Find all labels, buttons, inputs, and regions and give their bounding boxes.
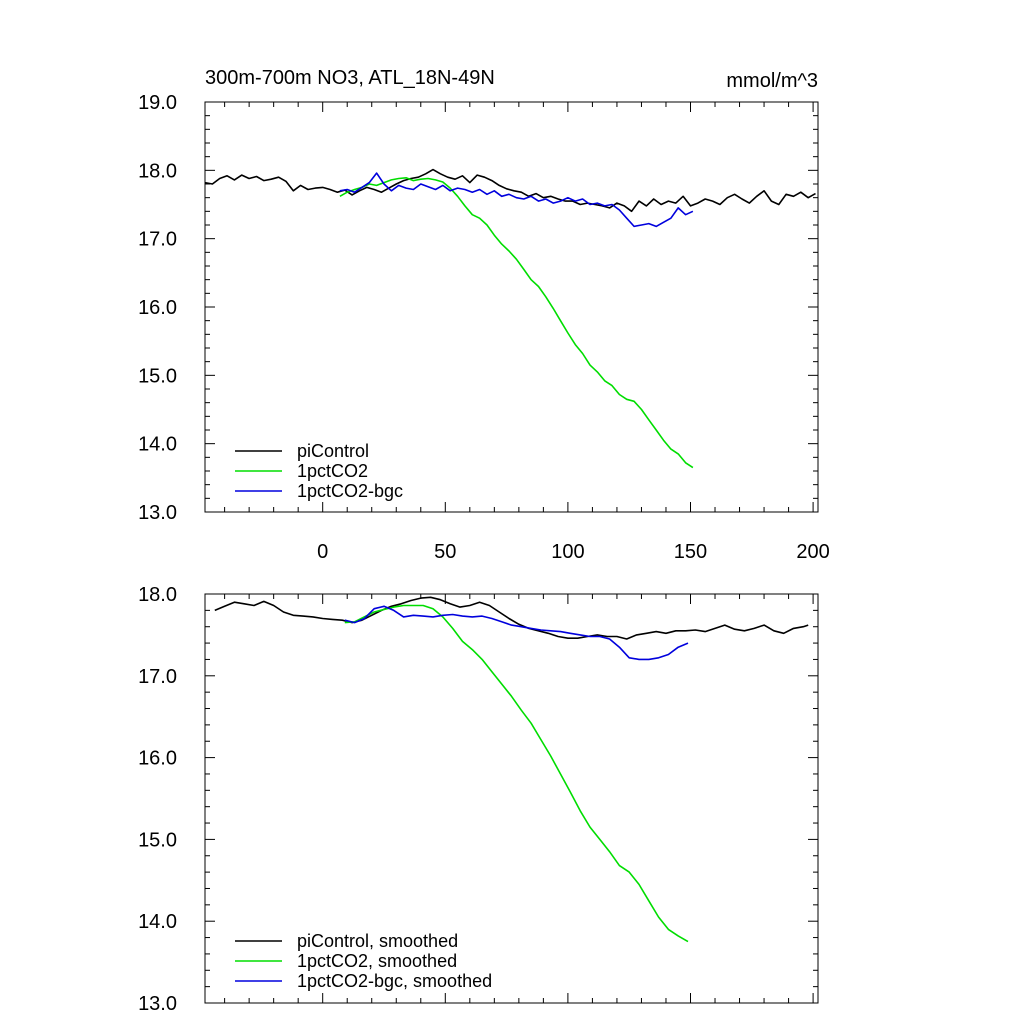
legend-label: 1pctCO2 — [297, 461, 368, 481]
series-line-1pctco2 — [339, 177, 694, 469]
tick-labels: 13.0 14.0 15.0 16.0 17.0 18.0 — [138, 584, 177, 1015]
y-tick-label: 19.0 — [138, 92, 177, 114]
x-tick-label: 50 — [434, 541, 456, 563]
top-panel: 300m-700m NO3, ATL_18N-49N mmol/m^3 piCo… — [138, 67, 830, 563]
series-line-picontrol — [204, 168, 816, 213]
y-tick-label: 17.0 — [138, 229, 177, 251]
units-label: mmol/m^3 — [726, 70, 818, 92]
series-layer — [214, 596, 809, 943]
y-tick-label: 17.0 — [138, 666, 177, 688]
x-tick-label: 100 — [551, 541, 584, 563]
x-tick-label: 0 — [317, 541, 328, 563]
x-tick-label: 200 — [796, 541, 829, 563]
series-line-1pctco2-bgc — [339, 172, 694, 228]
y-tick-label: 18.0 — [138, 160, 177, 182]
series-line-picontrol-smoothed — [214, 596, 809, 640]
legend-label: 1pctCO2-bgc, smoothed — [297, 971, 492, 991]
y-tick-label: 18.0 — [138, 584, 177, 606]
tick-marks — [205, 101, 818, 513]
y-tick-label: 16.0 — [138, 748, 177, 770]
y-tick-label: 16.0 — [138, 297, 177, 319]
y-tick-label: 14.0 — [138, 434, 177, 456]
series-line-1pctco2-bgc-smoothed — [344, 605, 689, 661]
y-tick-label: 13.0 — [138, 993, 177, 1015]
y-tick-label: 15.0 — [138, 365, 177, 387]
legend-label: 1pctCO2, smoothed — [297, 951, 457, 971]
tick-labels: 13.0 14.0 15.0 16.0 17.0 18.0 19.0 0 50 100 150 200 — [138, 92, 830, 563]
tick-marks — [205, 593, 818, 1004]
y-tick-label: 14.0 — [138, 911, 177, 933]
series-line-1pctco2-smoothed — [344, 604, 689, 943]
series-layer — [204, 168, 816, 469]
chart-title: 300m-700m NO3, ATL_18N-49N — [205, 67, 495, 89]
x-tick-label: 150 — [674, 541, 707, 563]
y-tick-label: 15.0 — [138, 829, 177, 851]
legend-label: piControl — [297, 441, 369, 461]
legend-label: piControl, smoothed — [297, 931, 458, 951]
legend-label: 1pctCO2-bgc — [297, 481, 403, 501]
y-tick-label: 13.0 — [138, 502, 177, 524]
plot-frame — [204, 593, 819, 1004]
